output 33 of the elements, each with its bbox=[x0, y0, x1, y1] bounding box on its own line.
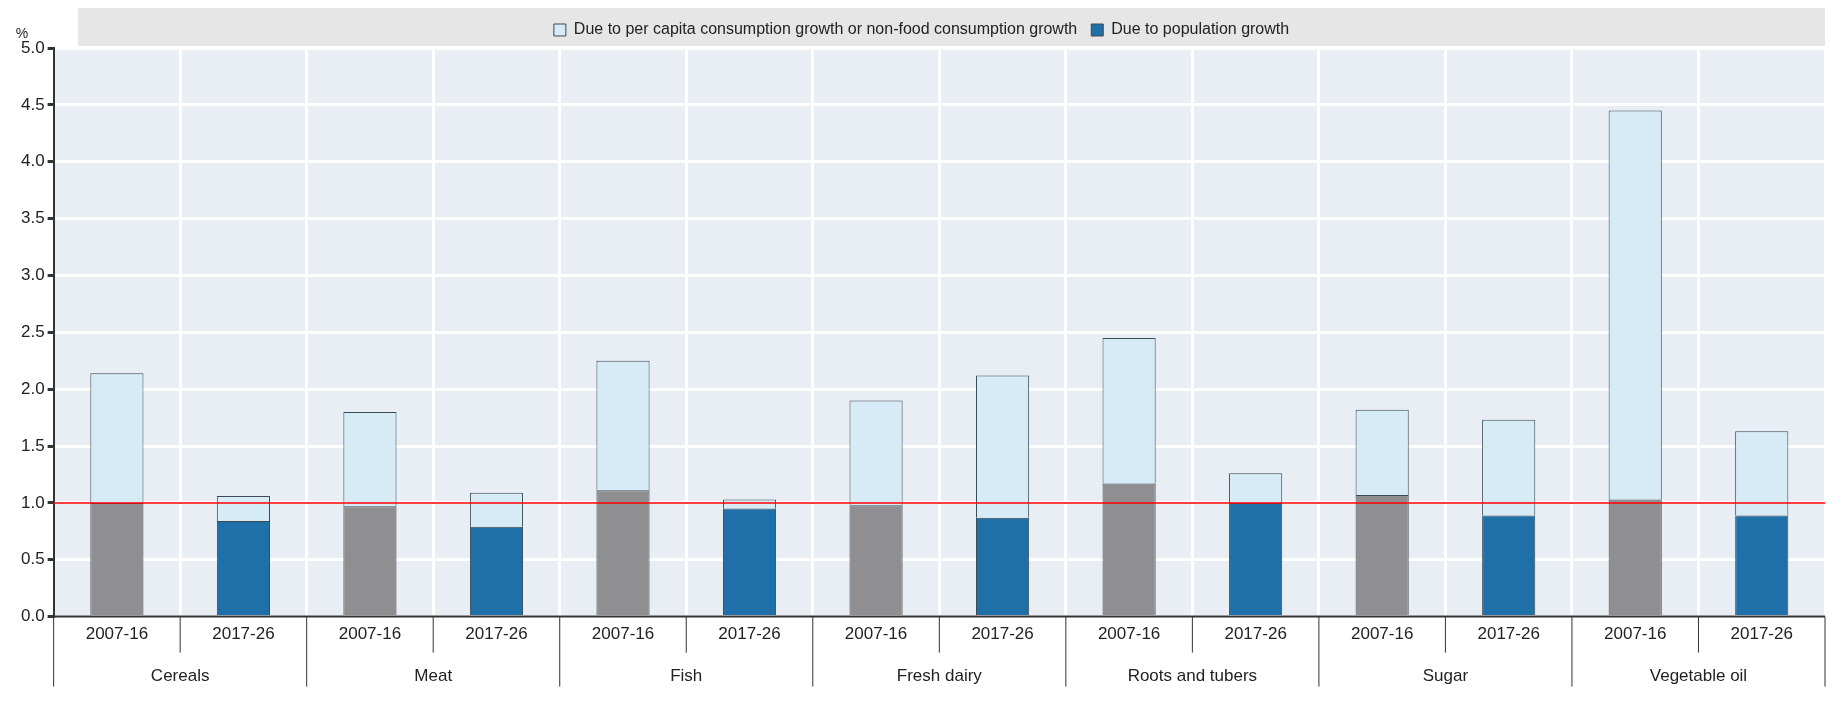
x-tick-label: 2007-16 bbox=[1350, 624, 1414, 644]
x-tick-label: 2007-16 bbox=[338, 624, 402, 644]
x-tick-label: 2007-16 bbox=[844, 624, 908, 644]
y-tick-label: 3.0 bbox=[20, 265, 45, 285]
x-tick-label: 2007-16 bbox=[1604, 624, 1667, 644]
y-tick-label: 0.0 bbox=[20, 606, 45, 626]
text: Meat bbox=[414, 666, 453, 686]
y-tick-label: 1.5 bbox=[20, 435, 45, 455]
y-tick-label: 1.0 bbox=[20, 492, 45, 512]
legend-label: Due to per capita consumption growth or non-food consumption growth bbox=[573, 20, 1078, 38]
y-tick-label: 3.5 bbox=[20, 208, 45, 228]
x-tick-label: 2007-16 bbox=[1097, 624, 1161, 644]
x-tick-label: 2007-16 bbox=[85, 624, 149, 644]
text: Vegetable oil bbox=[1649, 666, 1748, 686]
y-tick-label: 2.5 bbox=[20, 321, 45, 341]
y-tick-label: 4.5 bbox=[20, 94, 45, 114]
x-tick-label: 2017-26 bbox=[1730, 624, 1793, 644]
text: Roots and tubers bbox=[1127, 666, 1258, 686]
x-tick-label: 2017-26 bbox=[465, 624, 528, 644]
x-tick-label: 2017-26 bbox=[1224, 624, 1287, 644]
text: Fresh dairy bbox=[896, 666, 983, 686]
legend-label: Due to population growth bbox=[1111, 20, 1290, 38]
x-tick-label: 2007-16 bbox=[591, 624, 655, 644]
y-tick-label: 4.0 bbox=[20, 151, 45, 171]
x-tick-label: 2017-26 bbox=[971, 624, 1034, 644]
x-tick-label: 2017-26 bbox=[1477, 624, 1540, 644]
x-tick-label: 2017-26 bbox=[718, 624, 781, 644]
x-tick-label: 2017-26 bbox=[212, 624, 275, 644]
text: Sugar bbox=[1422, 666, 1469, 686]
y-tick-label: 0.5 bbox=[20, 549, 45, 569]
text: Cereals bbox=[150, 666, 210, 686]
text: Fish bbox=[670, 666, 703, 686]
y-tick-label: 2.0 bbox=[20, 378, 45, 398]
